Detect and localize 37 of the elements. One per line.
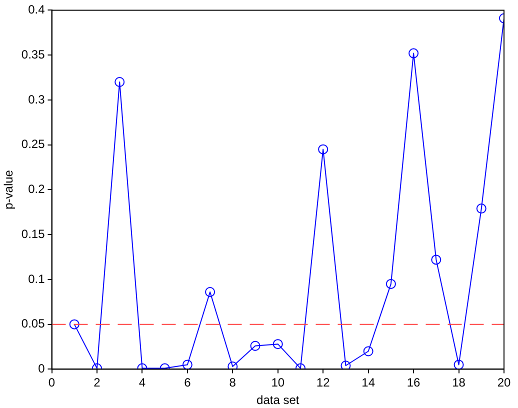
y-axis-title: p-value <box>2 170 16 210</box>
y-tick-label: 0.05 <box>21 316 46 331</box>
y-tick-label: 0.25 <box>21 137 46 152</box>
x-tick-label: 6 <box>184 376 192 390</box>
x-tick-label: 8 <box>229 376 236 390</box>
x-tick-label: 16 <box>406 376 421 390</box>
x-axis-title: data set <box>256 393 300 408</box>
point <box>114 77 125 87</box>
point <box>476 204 486 214</box>
point <box>340 360 351 370</box>
y-tick-label: 0.2 <box>28 182 46 196</box>
y-tick-label: 0.15 <box>21 226 46 241</box>
point <box>431 254 442 265</box>
point <box>182 360 192 370</box>
point <box>363 346 374 356</box>
point <box>205 287 216 298</box>
point <box>272 339 283 350</box>
x-tick-label: 20 <box>497 376 511 390</box>
point <box>454 360 464 370</box>
x-tick-label: 0 <box>48 376 56 390</box>
x-tick-label: 10 <box>271 376 285 390</box>
point <box>250 340 260 351</box>
x-tick-label: 12 <box>316 376 330 390</box>
point <box>69 319 80 330</box>
y-tick-label: 0.1 <box>28 272 46 286</box>
y-tick-label: 0.35 <box>21 47 46 62</box>
point <box>386 278 396 289</box>
y-tick-label: 0.4 <box>28 2 46 17</box>
point <box>318 144 328 154</box>
point <box>408 48 419 58</box>
y-tick-label: 0 <box>38 362 46 376</box>
x-tick-label: 18 <box>452 376 466 390</box>
point <box>228 362 238 370</box>
x-tick-label: 4 <box>138 376 146 390</box>
y-tick-label: 0.3 <box>28 92 46 106</box>
x-tick-label: 14 <box>362 376 376 390</box>
x-tick-label: 2 <box>94 376 101 390</box>
